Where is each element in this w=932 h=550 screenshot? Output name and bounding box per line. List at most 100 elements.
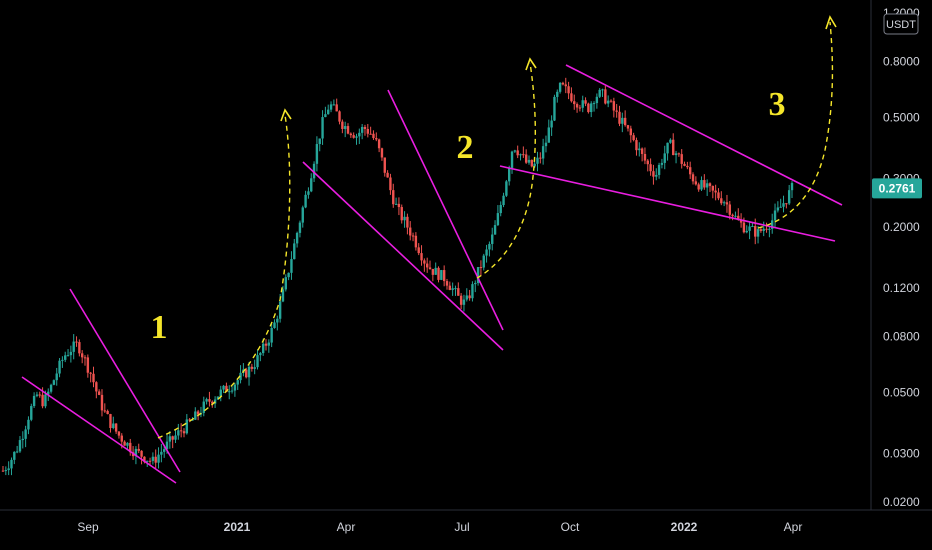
candle-body (409, 227, 412, 236)
candle-body (228, 391, 231, 393)
price-tick-label: 0.0300 (883, 447, 920, 461)
candle-body (787, 190, 791, 204)
trendline (69, 288, 181, 473)
candle-body (623, 117, 627, 126)
candle-body (785, 203, 788, 205)
candle-body (742, 222, 746, 233)
candle-body (403, 216, 406, 221)
wave-label: 1 (151, 309, 168, 346)
candle-body (720, 198, 723, 204)
candle-body (358, 132, 361, 137)
candle-body (278, 301, 282, 319)
candle-body (327, 109, 330, 115)
candle-body (564, 84, 567, 87)
candle-body (52, 380, 56, 385)
candle-body (10, 459, 13, 469)
candle-body (205, 399, 208, 402)
candle-body (491, 234, 494, 244)
candle-body (165, 441, 169, 450)
candle-body (570, 93, 573, 102)
candle-body (372, 133, 375, 139)
candle-body (171, 436, 174, 440)
projection-arrowhead (525, 57, 537, 71)
candle-body (768, 228, 771, 230)
wave-label: 2 (457, 129, 474, 166)
price-tick-label: 0.1200 (883, 281, 920, 295)
candle-body (669, 139, 672, 143)
candle-body (24, 429, 27, 439)
candle-body (508, 167, 511, 182)
candle-body (573, 101, 576, 105)
unit-badge[interactable]: USDT (883, 13, 919, 35)
candle-body (655, 174, 658, 177)
candle-body (711, 185, 715, 191)
candle-body (697, 184, 700, 190)
candle-body (686, 165, 689, 168)
candle-body (479, 267, 483, 269)
candle-body (700, 180, 703, 190)
time-tick-label: Apr (337, 520, 356, 534)
price-axis[interactable]: 1.20000.80000.50000.30000.20000.12000.08… (883, 6, 920, 509)
candle-body (168, 436, 172, 442)
candle-body (728, 204, 731, 215)
candle-body (703, 180, 706, 188)
candle-body (208, 399, 211, 402)
candle-body (160, 451, 163, 455)
candle-body (454, 288, 457, 290)
candle-body (375, 138, 378, 140)
candle-body (691, 174, 695, 182)
candle-body (324, 114, 327, 118)
candle-body (335, 104, 338, 112)
wave-label: 3 (769, 86, 786, 123)
time-axis[interactable]: Sep 2021 Apr Jul Oct 2022 Apr (77, 520, 802, 534)
candle-body (233, 384, 237, 391)
candle-body (762, 228, 765, 231)
time-tick-label: Apr (784, 520, 803, 534)
candle-body (705, 183, 709, 188)
candle-body (533, 163, 536, 167)
candle-body (174, 435, 177, 440)
candle-body (185, 419, 189, 434)
candle-body (431, 268, 435, 275)
candle-body (103, 410, 107, 412)
candle-body (510, 151, 514, 168)
candle-body (162, 449, 166, 452)
candle-body (468, 295, 471, 299)
candle-body (638, 148, 641, 151)
candle-body (717, 192, 720, 199)
candle-body (202, 401, 205, 413)
candle-body (714, 190, 717, 193)
candle-body (739, 219, 743, 223)
candle-body (343, 126, 347, 129)
candle-body (109, 414, 112, 429)
candle-body (683, 163, 686, 166)
candle-body (188, 419, 191, 421)
candle-body (615, 110, 618, 112)
candle-body (765, 228, 768, 230)
candle-body (284, 277, 287, 290)
candle-body (462, 299, 466, 305)
candle-body (64, 355, 67, 360)
candle-body (245, 369, 248, 378)
price-tick-label: 0.8000 (883, 54, 920, 68)
candle-body (44, 394, 47, 407)
candle-body (411, 235, 415, 237)
candle-body (708, 183, 712, 186)
trendline (499, 165, 836, 242)
candle-body (748, 226, 751, 231)
candle-body (355, 136, 358, 138)
candle-body (250, 366, 254, 369)
candle-body (499, 205, 502, 214)
candle-body (146, 460, 149, 462)
annotations-layer (21, 15, 843, 484)
candle-body (414, 235, 418, 248)
candle-body (216, 396, 220, 400)
candle-body (298, 222, 302, 233)
candle-body (649, 164, 652, 172)
time-tick-label: 2022 (671, 520, 698, 534)
candle-body (213, 399, 217, 404)
candle-body (524, 154, 528, 163)
candle-body (590, 103, 593, 113)
candle-body (522, 154, 525, 156)
